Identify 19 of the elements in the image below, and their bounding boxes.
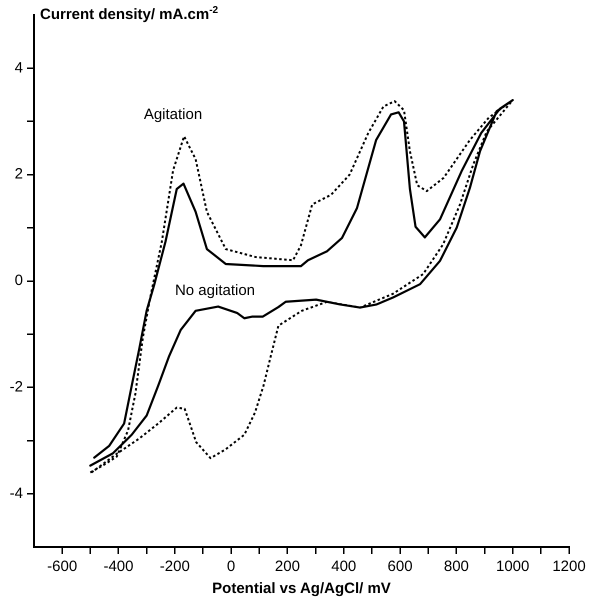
- y-tick-label: 0: [14, 272, 23, 290]
- y-axis-title: Current density/ mA.cm$^{-2}$: [40, 5, 218, 23]
- annotation: Agitation: [144, 106, 202, 124]
- x-tick-label: 0: [226, 558, 236, 576]
- x-tick-label: 1200: [552, 558, 586, 576]
- annotation: No agitation: [174, 282, 256, 300]
- x-tick-label: -600: [47, 558, 78, 576]
- y-tick-label: -2: [10, 378, 23, 396]
- y-tick-label: -4: [10, 484, 23, 502]
- y-tick-label: 2: [14, 166, 23, 183]
- x-axis-title: Potential vs Ag/AgCl/ mV: [211, 580, 392, 597]
- x-tick-label: -200: [160, 558, 190, 576]
- x-tick-label: -400: [103, 558, 134, 576]
- y-tick-label: 4: [14, 59, 23, 76]
- x-tick-label: 400: [331, 558, 356, 576]
- x-tick-label: 200: [274, 558, 300, 576]
- x-tick-label: 600: [388, 558, 413, 576]
- x-tick-label: 800: [444, 558, 469, 576]
- x-tick-label: 1000: [496, 558, 530, 576]
